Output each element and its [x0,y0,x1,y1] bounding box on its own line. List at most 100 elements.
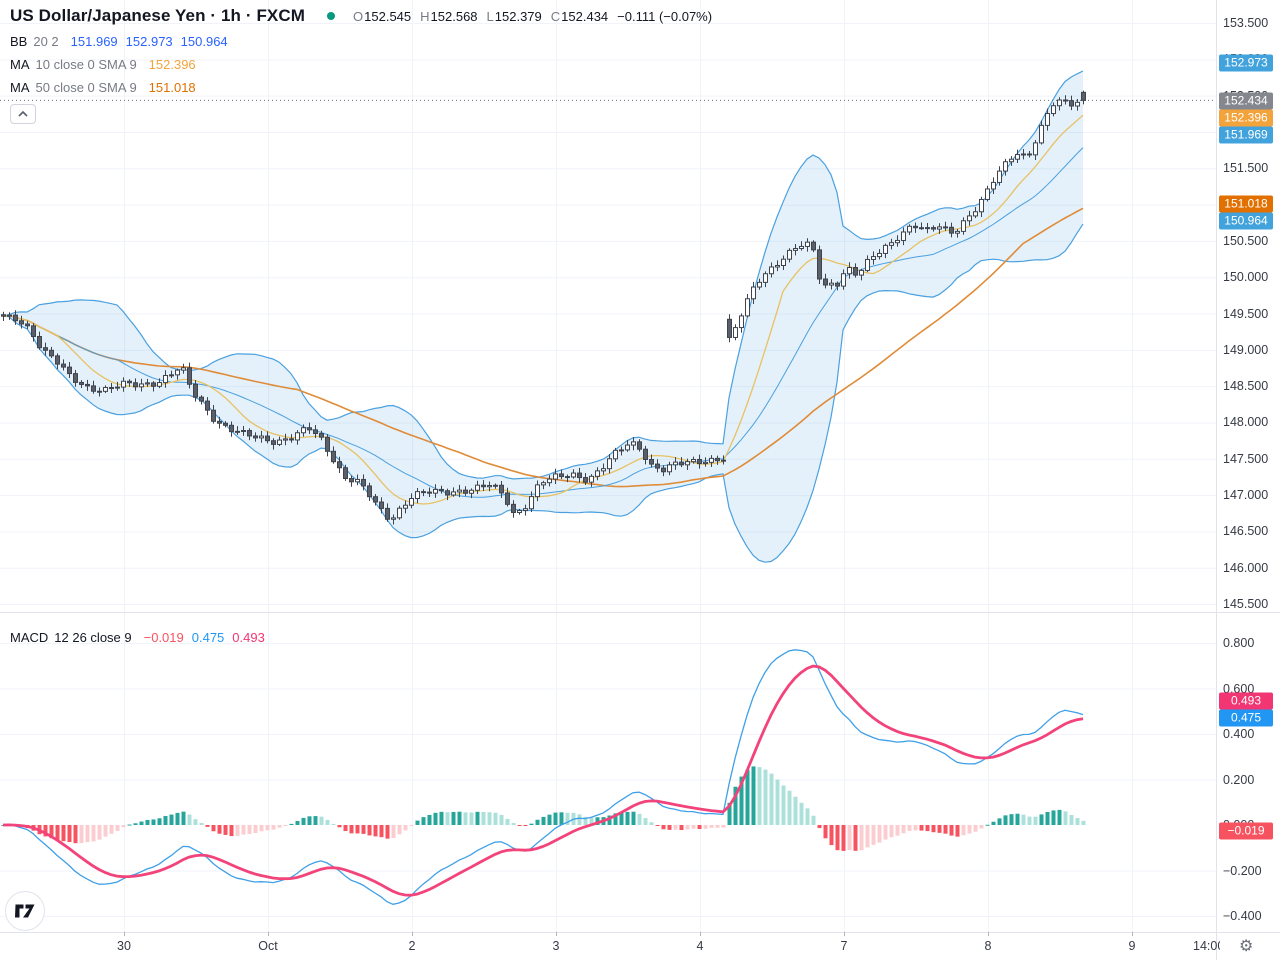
candle [745,298,750,317]
tradingview-logo[interactable] [5,891,45,931]
candle [55,355,60,365]
candle [151,382,156,387]
candle [259,435,264,439]
macd-axis-badge: −0.019 [1219,822,1273,840]
macd-hist-bar [865,825,870,848]
candle [613,449,618,460]
candle [547,478,552,484]
candle [601,468,606,472]
macd-hist-bar [829,825,834,846]
candle [853,267,858,276]
price-axis-badge: 152.396 [1219,109,1273,127]
candle [955,230,960,234]
candle [1069,100,1074,107]
macd-hist-bar [727,802,732,825]
market-status-icon [327,12,336,20]
indicator-row-ma50[interactable]: MA 50 close 0 SMA 9 151.018 [10,80,712,95]
indicator-row-ma10[interactable]: MA 10 close 0 SMA 9 152.396 [10,57,712,72]
candle [1081,91,1086,101]
candle [355,478,360,483]
macd-hist-bar [943,825,948,834]
macd-hist-bar [79,825,84,844]
macd-hist-bar [451,811,456,825]
macd-hist-bar [553,812,558,825]
macd-hist-bar [415,820,420,825]
gear-icon[interactable]: ⚙ [1239,938,1254,955]
candle [673,461,678,466]
macd-hist-bar [835,825,840,851]
candle [463,489,468,494]
candle [325,436,330,452]
candle [751,286,756,300]
macd-hist-bar [901,825,906,834]
candle [1075,101,1080,107]
macd-hist-bar [799,802,804,825]
macd-axis-label: 0.400 [1223,727,1255,741]
candle [349,478,354,483]
candle [313,429,318,435]
macd-axis-badge: 0.493 [1219,692,1273,710]
candle [499,484,504,494]
macd-hist-bar [949,825,954,836]
candle [655,463,660,469]
candle [169,374,174,377]
macd-params: 12 26 close 9 [54,630,132,645]
macd-hist-bar [403,825,408,831]
legend-panel: US Dollar/Japanese Yen · 1h · FXCM O152.… [10,6,712,124]
ma10-params: 10 close 0 SMA 9 [35,57,137,72]
legend-collapse-button[interactable] [10,104,36,124]
candle [235,430,240,433]
candle [481,484,486,488]
macd-hist-bar [547,814,552,825]
symbol-title[interactable]: US Dollar/Japanese Yen · 1h · FXCM [10,6,306,25]
macd-hist-bar [823,825,828,839]
macd-hist-bar [787,790,792,825]
indicator-row-macd[interactable]: MACD 12 26 close 9 −0.019 0.475 0.493 [10,630,265,645]
candle [445,490,450,496]
candle [409,498,414,506]
candle [487,485,492,488]
price-axis-badge: 150.964 [1219,212,1273,230]
macd-hist-bar [745,769,750,825]
candle [535,484,540,498]
candle [1063,99,1068,102]
macd-hist-bar [739,776,744,825]
macd-hist-bar [691,825,696,829]
indicator-row-bb[interactable]: BB 20 2 151.969 152.973 150.964 [10,34,712,49]
candle [835,282,840,287]
candle [199,396,204,402]
candle [73,373,78,383]
candle [475,484,480,491]
macd-hist-bar [313,816,318,825]
candle [991,181,996,190]
candle [685,461,690,466]
macd-hist-bar [301,817,306,825]
candle [1003,161,1008,172]
macd-hist-bar [661,825,666,830]
candle [457,489,462,493]
candle [1027,153,1032,156]
candle [319,433,324,438]
candle [1045,113,1050,126]
macd-hist-bar [991,821,996,825]
candle [193,383,198,398]
macd-value: −0.019 [143,630,184,645]
price-axis-label: 150.000 [1223,270,1269,285]
macd-hist-bar [175,812,180,825]
candle [61,363,66,368]
macd-hist-bar [307,816,312,825]
macd-hist-bar [937,825,942,833]
macd-hist-bar [487,812,492,825]
candle [427,491,432,494]
macd-hist-bar [559,812,564,825]
macd-hist-bar [859,825,864,851]
macd-hist-bar [121,825,126,828]
macd-hist-bar [925,825,930,832]
macd-hist-bar [1015,813,1020,825]
candle [43,347,48,351]
candle [691,458,696,463]
macd-hist-bar [895,825,900,836]
macd-hist-bar [187,814,192,825]
macd-hist-bar [967,825,972,834]
